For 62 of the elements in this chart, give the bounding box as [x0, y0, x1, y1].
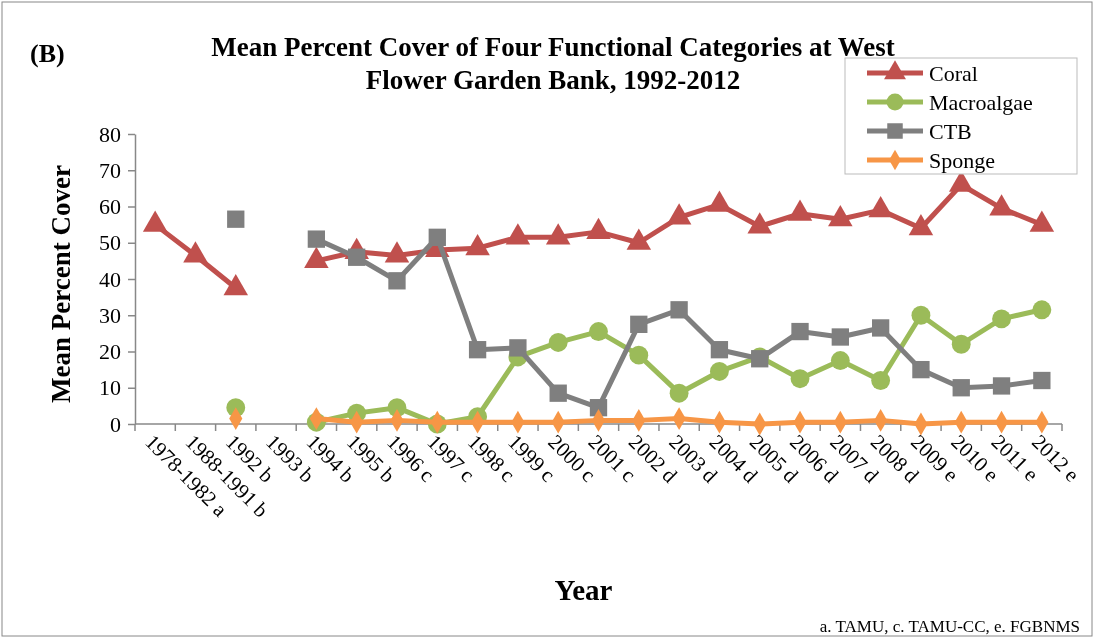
point	[505, 223, 531, 245]
point	[709, 362, 729, 381]
y-tick-label: 60	[99, 194, 121, 220]
point	[707, 190, 732, 212]
point	[787, 199, 813, 221]
y-tick-label: 20	[99, 339, 121, 365]
point	[912, 360, 930, 379]
point	[509, 339, 527, 357]
point	[549, 384, 567, 402]
point	[911, 305, 931, 325]
point	[630, 315, 648, 333]
x-axis-title: Year	[554, 574, 613, 606]
point	[304, 246, 329, 268]
point	[791, 322, 809, 341]
y-tick-label: 80	[99, 121, 121, 147]
point	[830, 351, 850, 370]
point	[908, 214, 934, 236]
point	[992, 309, 1011, 329]
y-tick-label: 70	[99, 157, 121, 183]
point	[831, 328, 849, 346]
point	[586, 217, 611, 239]
y-axis-title: Mean Percent Cover	[46, 165, 76, 403]
point	[548, 333, 568, 352]
y-tick-label: 40	[99, 266, 121, 292]
text: (B)	[30, 39, 65, 68]
legend-label: Coral	[929, 60, 978, 86]
point	[992, 377, 1011, 395]
point	[669, 383, 689, 403]
legend-label: Sponge	[929, 147, 995, 173]
point	[589, 322, 608, 341]
point	[871, 371, 891, 390]
point	[790, 369, 810, 389]
point	[871, 319, 890, 337]
point	[989, 194, 1014, 216]
y-tick-label: 30	[99, 302, 121, 328]
point	[468, 341, 487, 359]
legend-label: CTB	[929, 118, 972, 144]
y-tick-label: 0	[110, 411, 121, 437]
text: a. TAMU, c. TAMU-CC, e. FGBNMS	[819, 617, 1080, 636]
y-tick-label: 50	[99, 230, 121, 256]
point	[666, 203, 692, 225]
point	[951, 334, 971, 354]
point	[710, 341, 729, 359]
y-tick-label: 10	[99, 375, 121, 401]
point	[629, 345, 649, 365]
point	[142, 210, 168, 232]
point	[183, 241, 208, 263]
point	[626, 228, 652, 250]
point	[747, 212, 772, 234]
point	[223, 273, 249, 296]
point	[1032, 300, 1052, 320]
point	[465, 234, 490, 256]
point	[868, 195, 893, 218]
legend-label: Macroalgae	[929, 89, 1033, 115]
point	[384, 241, 410, 263]
point	[952, 379, 970, 397]
point	[1029, 210, 1055, 232]
point	[1033, 371, 1051, 390]
point	[828, 205, 853, 227]
point	[670, 301, 688, 319]
point	[545, 223, 571, 245]
chart-title: Mean Percent Cover of Four Functional Categories at West Flower Garden Bank, 1992-2012	[211, 32, 895, 95]
